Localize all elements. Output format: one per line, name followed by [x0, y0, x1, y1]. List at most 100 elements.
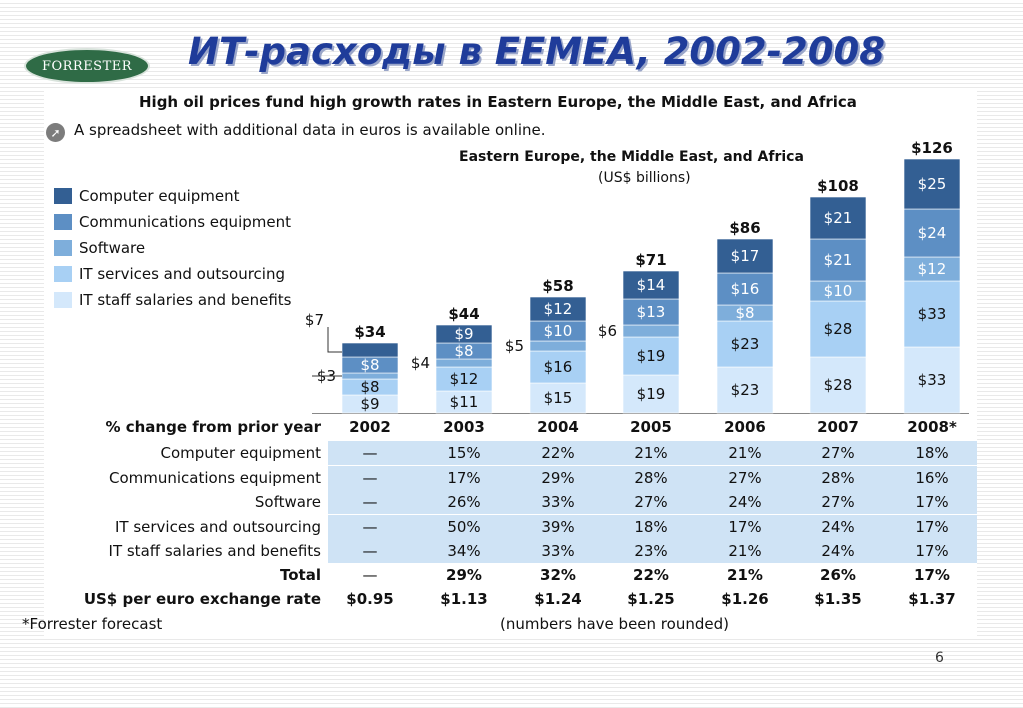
table-cell: —	[362, 517, 378, 536]
bar-segment	[903, 208, 961, 258]
table-cell: 29%	[446, 566, 482, 584]
segment-value-label: $13	[637, 303, 666, 321]
table-cell: 26%	[820, 566, 856, 584]
table-cell: 16%	[915, 468, 949, 487]
table-header-row: % change from prior year 2002 2003 2004 2005…	[44, 415, 977, 439]
segment-value-label: $12	[544, 300, 573, 318]
table-cell: 22%	[633, 566, 669, 584]
bar-segment	[341, 342, 399, 358]
table-cell: 23%	[634, 542, 668, 560]
segment-value-label: $9	[360, 395, 379, 413]
segment-value-label: $23	[731, 335, 760, 353]
table-cell: —	[362, 444, 378, 462]
bar-total-label: $86	[729, 219, 760, 237]
table-cell: 28%	[634, 468, 668, 487]
legend-item: Communications equipment	[54, 209, 291, 235]
table-cell: 27%	[821, 493, 855, 511]
row-label: Computer equipment	[160, 444, 321, 462]
row-label: IT services and outsourcing	[114, 517, 321, 536]
table-cell: 26%	[447, 493, 481, 511]
segment-value-label: $5	[505, 337, 524, 355]
table-cell: $1.37	[908, 590, 956, 608]
table-cell: 2005	[630, 418, 672, 436]
segment-value-label: $16	[544, 358, 573, 376]
segment-value-label: $33	[918, 371, 947, 389]
segment-value-label: $9	[454, 325, 473, 343]
segment-value-label: $28	[824, 320, 853, 338]
table-cell: 27%	[634, 493, 668, 511]
table-cell: 24%	[821, 542, 855, 560]
bar-segment	[435, 324, 493, 344]
segment-value-label: $24	[918, 224, 947, 242]
bar-segment	[716, 366, 774, 414]
bar-segment	[809, 300, 867, 358]
bar-segment	[809, 356, 867, 414]
forecast-footnote: *Forrester forecast	[22, 615, 163, 633]
bar-segment	[622, 374, 680, 414]
segment-value-label: $12	[918, 260, 947, 278]
bar-segment	[622, 270, 680, 300]
table-cell: 32%	[540, 566, 576, 584]
link-arrow-icon[interactable]: ➚	[46, 123, 65, 142]
bar-segment	[529, 340, 587, 352]
segment-value-label: $19	[637, 347, 666, 365]
table-cell: 28%	[821, 468, 855, 487]
table-cell: —	[362, 468, 378, 487]
legend-item: IT staff salaries and benefits	[54, 287, 291, 313]
bar-total-label: $58	[542, 277, 573, 295]
legend-label: Software	[79, 239, 146, 257]
segment-value-label: $8	[735, 304, 754, 322]
table-cell: 18%	[634, 517, 668, 536]
legend-swatch	[54, 214, 72, 230]
table-cell: —	[362, 493, 378, 511]
table-cell: 27%	[728, 468, 762, 487]
table-total-row: Total — 29% 32% 22% 21% 26% 17%	[44, 563, 977, 587]
segment-value-label: $12	[450, 370, 479, 388]
online-data-note[interactable]: A spreadsheet with additional data in eu…	[74, 121, 546, 139]
bar-segment	[903, 346, 961, 414]
bar-segment	[529, 350, 587, 384]
chart-legend: Computer equipment Communications equipme…	[54, 183, 291, 313]
table-cell: 39%	[541, 517, 575, 536]
table-row: Communications equipment — 17% 29% 28% 27% 28%…	[44, 465, 977, 490]
table-row: IT services and outsourcing — 50% 39% 18% 17%…	[44, 514, 977, 539]
bar-segment	[716, 272, 774, 306]
table-cell: 15%	[447, 444, 481, 462]
segment-value-label: $16	[731, 280, 760, 298]
table-cell: 17%	[915, 542, 949, 560]
table-cell: —	[362, 542, 378, 560]
segment-value-label: $33	[918, 305, 947, 323]
bar-segment	[903, 158, 961, 210]
table-cell: 17%	[447, 468, 481, 487]
stacked-bar-chart: $9$8$3$8$7$34$11$12$4$8$9$44$15$16$5$10$…	[305, 139, 969, 414]
segment-value-label: $17	[731, 247, 760, 265]
table-row: Computer equipment — 15% 22% 21% 21% 27% 18%	[44, 441, 977, 465]
legend-swatch	[54, 266, 72, 282]
segment-value-label: $15	[544, 389, 573, 407]
chart-panel: High oil prices fund high growth rates i…	[44, 91, 977, 636]
bar-segment	[622, 324, 680, 338]
table-cell: 21%	[727, 566, 763, 584]
table-cell: 33%	[541, 542, 575, 560]
table-cell: 50%	[447, 517, 481, 536]
row-shading	[328, 441, 977, 465]
table-cell: 21%	[728, 542, 762, 560]
table-cell: $1.25	[627, 590, 675, 608]
legend-label: Communications equipment	[79, 213, 291, 231]
segment-value-label: $21	[824, 209, 853, 227]
legend-swatch	[54, 188, 72, 204]
bar-segment	[435, 358, 493, 368]
segment-value-label: $28	[824, 376, 853, 394]
segment-value-label: $8	[360, 378, 379, 396]
table-cell: $0.95	[346, 590, 394, 608]
chart-title: Eastern Europe, the Middle East, and Afr…	[459, 149, 804, 165]
table-cell: 21%	[728, 444, 762, 462]
table-cell: 24%	[728, 493, 762, 511]
legend-item: Software	[54, 235, 291, 261]
table-row: IT staff salaries and benefits — 34% 33% 23%…	[44, 539, 977, 563]
segment-value-label: $25	[918, 175, 947, 193]
row-label: Software	[254, 493, 321, 511]
row-shading	[328, 490, 977, 514]
segment-value-label: $11	[450, 393, 479, 411]
table-cell: 2007	[817, 418, 859, 436]
